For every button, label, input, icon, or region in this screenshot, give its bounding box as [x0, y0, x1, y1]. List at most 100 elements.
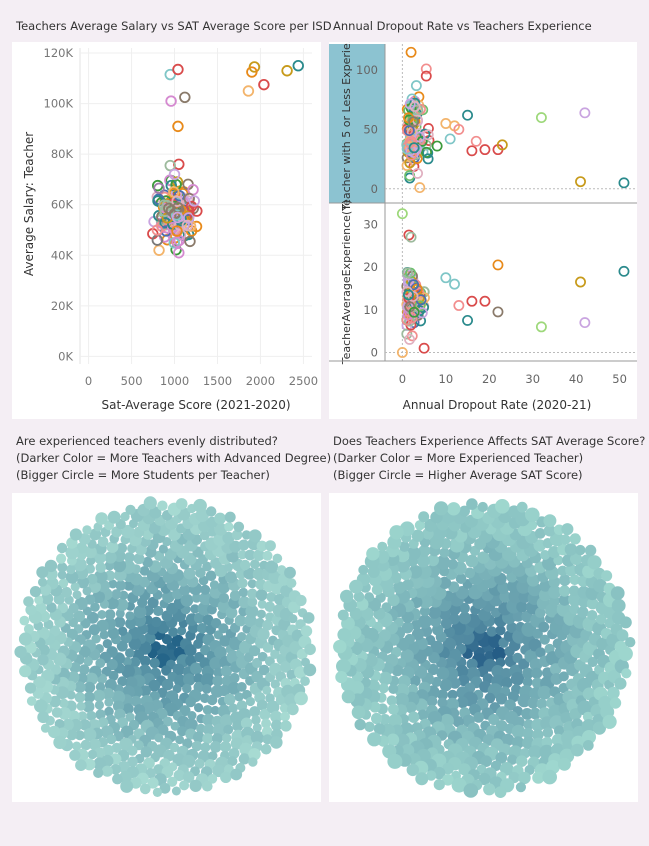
bubble — [66, 628, 78, 640]
bubble — [80, 739, 92, 751]
bubble — [261, 718, 272, 729]
data-point — [470, 135, 482, 147]
data-point — [431, 140, 443, 152]
bubble — [98, 717, 109, 728]
data-point — [401, 328, 413, 340]
bubble — [565, 564, 578, 577]
bubble — [557, 757, 571, 771]
bubble — [592, 721, 606, 735]
bubble — [516, 579, 531, 594]
bubble — [558, 671, 569, 682]
bubble — [77, 576, 90, 589]
bubble — [86, 573, 98, 585]
bubble — [133, 553, 145, 565]
bubble — [172, 663, 185, 676]
experience-distribution-bubbles — [14, 496, 317, 797]
bubble — [200, 584, 211, 595]
bubble — [157, 724, 169, 736]
bubble — [396, 637, 410, 651]
bubble — [83, 656, 93, 667]
bubble — [117, 717, 129, 729]
bubble — [258, 664, 270, 676]
bubble — [417, 614, 432, 629]
bubble — [535, 647, 546, 658]
bubble — [587, 555, 602, 570]
bubble — [19, 615, 30, 626]
bubble — [264, 601, 276, 613]
bubble — [69, 528, 82, 541]
bubble — [171, 786, 181, 796]
data-point — [410, 80, 422, 92]
bubble — [83, 758, 96, 771]
bubble — [259, 708, 271, 721]
bubble — [218, 592, 230, 604]
bubble — [106, 734, 117, 745]
bubble — [56, 542, 68, 554]
bubble — [480, 755, 492, 767]
bubble — [478, 772, 491, 786]
data-point — [575, 176, 586, 188]
bubble — [560, 534, 571, 545]
bubble — [336, 658, 351, 674]
bubble — [104, 706, 114, 717]
bubble — [143, 496, 157, 510]
bubble — [207, 774, 218, 784]
bubble — [253, 549, 265, 561]
bubble — [249, 645, 261, 657]
bubble — [411, 529, 424, 542]
bubble — [141, 701, 155, 715]
bubble — [463, 783, 479, 798]
bubble — [408, 565, 423, 579]
bubble — [172, 753, 186, 767]
bubble — [569, 533, 581, 545]
bubble — [200, 742, 211, 753]
bubble — [162, 716, 173, 727]
data-point — [420, 63, 432, 75]
data-point — [466, 145, 478, 157]
bubble — [584, 544, 597, 557]
bubble — [354, 718, 366, 731]
bubble — [209, 580, 219, 590]
bubble — [249, 706, 261, 718]
data-point — [418, 342, 430, 354]
bubble — [212, 675, 224, 687]
data-point — [172, 63, 184, 76]
bubble — [72, 590, 82, 600]
x-tick-label: 30 — [525, 372, 540, 386]
bubble — [294, 691, 308, 706]
bubble — [455, 573, 467, 584]
bubble — [104, 551, 117, 564]
data-point — [618, 177, 630, 189]
bubble — [234, 692, 244, 702]
bubble — [426, 770, 437, 781]
bubble — [39, 583, 52, 596]
bubble — [458, 674, 470, 687]
bubble — [219, 635, 231, 647]
bubble — [173, 769, 185, 782]
data-point — [258, 78, 270, 91]
data-point — [618, 265, 630, 277]
bubble — [516, 501, 528, 513]
bubble — [494, 786, 507, 798]
bubble — [257, 599, 267, 609]
bubble — [210, 557, 222, 569]
bubble — [464, 567, 476, 579]
bubble — [77, 550, 87, 561]
bubble — [255, 589, 268, 601]
bubble — [625, 637, 636, 648]
facet-label-band-top — [329, 44, 385, 203]
bubble — [596, 637, 609, 651]
bubble — [239, 640, 253, 654]
data-point — [188, 195, 200, 207]
bubble — [79, 719, 91, 731]
bubble — [284, 566, 296, 579]
x-tick-label: 0 — [399, 372, 406, 386]
bubble — [112, 773, 123, 785]
bubble — [72, 741, 82, 751]
bubble — [125, 618, 137, 630]
bubble — [147, 777, 159, 789]
y-tick-label: 0K — [58, 349, 73, 363]
bubble — [515, 782, 526, 793]
bubble — [66, 690, 76, 700]
